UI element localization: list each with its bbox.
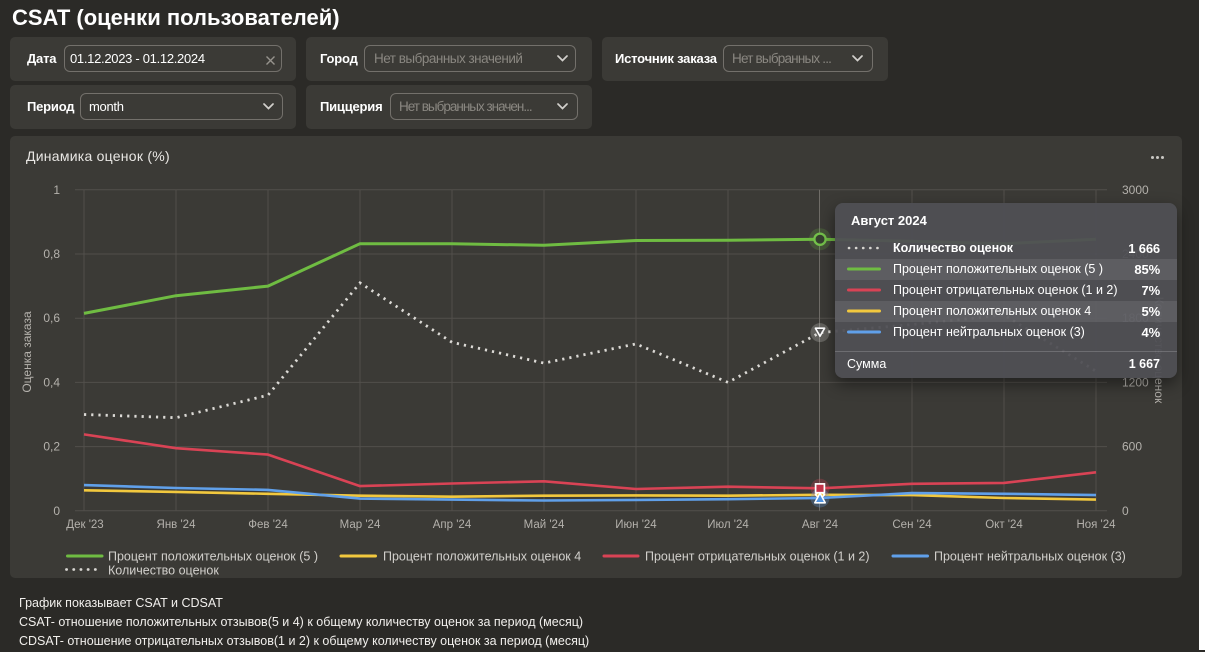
svg-text:Процент положительных оценок (: Процент положительных оценок (5 ) xyxy=(108,550,318,564)
svg-text:Количество оценок: Количество оценок xyxy=(108,564,219,578)
svg-text:Май '24: Май '24 xyxy=(524,519,565,531)
svg-text:Июл '24: Июл '24 xyxy=(707,519,749,531)
svg-text:Авг '24: Авг '24 xyxy=(802,519,839,531)
svg-text:Дек '23: Дек '23 xyxy=(66,519,103,531)
svg-text:Июн '24: Июн '24 xyxy=(615,519,657,531)
svg-text:Процент нейтральных оценок (3): Процент нейтральных оценок (3) xyxy=(934,550,1126,564)
svg-text:Сен '24: Сен '24 xyxy=(892,519,932,531)
svg-text:1200: 1200 xyxy=(1122,375,1149,389)
svg-text:0,2: 0,2 xyxy=(43,440,60,454)
svg-text:1: 1 xyxy=(53,183,60,197)
svg-text:Процент отрицательных оценок (: Процент отрицательных оценок (1 и 2) xyxy=(645,550,870,564)
svg-text:Ноя '24: Ноя '24 xyxy=(1076,519,1116,531)
svg-text:Процент положительных оценок 4: Процент положительных оценок 4 xyxy=(383,550,581,564)
svg-text:Оценка заказа: Оценка заказа xyxy=(20,311,34,393)
svg-text:0,6: 0,6 xyxy=(43,311,60,325)
svg-text:Мар '24: Мар '24 xyxy=(340,519,381,531)
svg-text:Янв '24: Янв '24 xyxy=(157,519,197,531)
svg-text:Фев '24: Фев '24 xyxy=(248,519,288,531)
svg-text:Окт '24: Окт '24 xyxy=(985,519,1023,531)
svg-text:0,8: 0,8 xyxy=(43,247,60,261)
svg-text:3000: 3000 xyxy=(1122,183,1149,197)
svg-text:Апр '24: Апр '24 xyxy=(433,519,472,531)
svg-text:0: 0 xyxy=(1122,504,1129,518)
svg-text:0,4: 0,4 xyxy=(43,375,60,389)
svg-text:600: 600 xyxy=(1122,440,1142,454)
svg-text:0: 0 xyxy=(53,504,60,518)
